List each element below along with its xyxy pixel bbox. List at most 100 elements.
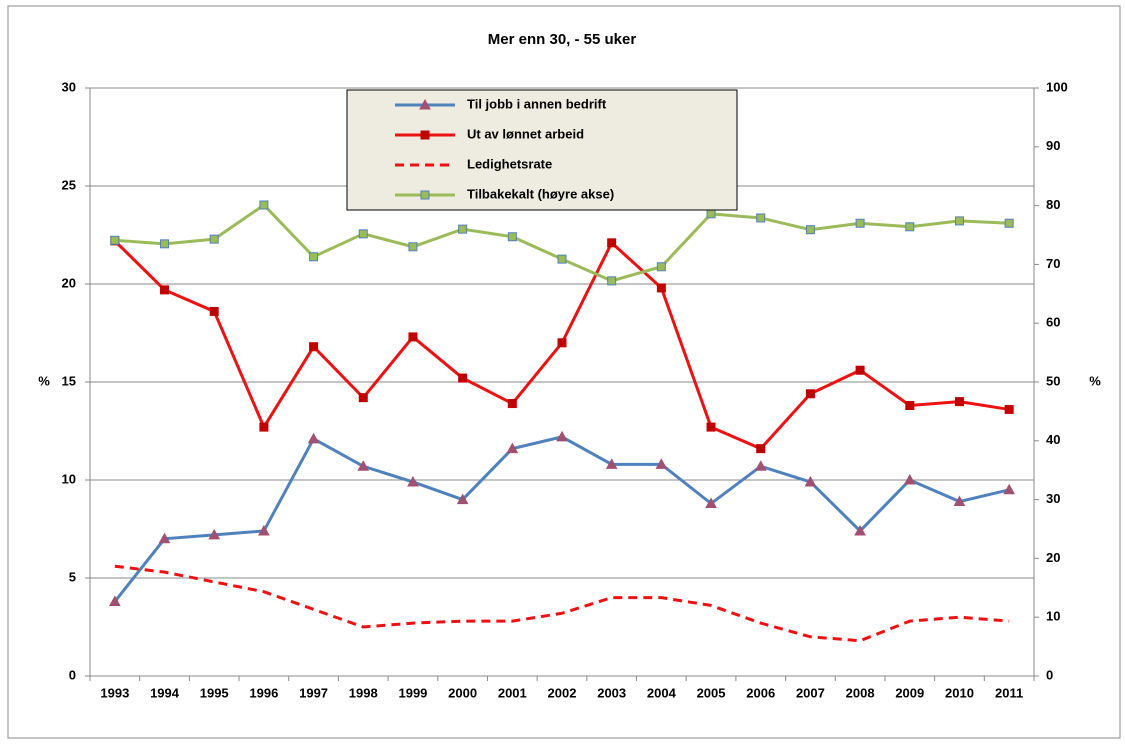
y2-axis-label: %: [1089, 373, 1101, 388]
data-point: [656, 262, 666, 272]
data-point: [655, 458, 668, 469]
data-point: [110, 235, 120, 245]
y2-tick-label: 100: [1046, 79, 1068, 94]
x-tick-label: 1997: [299, 685, 328, 700]
data-point: [903, 473, 916, 485]
data-point: [954, 216, 964, 226]
data-point: [507, 399, 517, 409]
data-point: [506, 442, 519, 454]
data-point: [706, 422, 716, 432]
data-point: [309, 252, 319, 262]
series-line: [114, 564, 1010, 643]
legend-label: Ut av lønnet arbeid: [467, 126, 584, 141]
data-point: [556, 430, 568, 442]
x-tick-label: 2003: [597, 685, 626, 700]
data-point: [607, 276, 617, 286]
x-tick-label: 2010: [945, 685, 974, 700]
x-tick-label: 2005: [697, 685, 726, 700]
y2-tick-label: 30: [1046, 491, 1060, 506]
data-point: [358, 229, 368, 239]
data-point: [158, 532, 171, 544]
data-point: [754, 460, 767, 471]
data-point: [854, 524, 866, 536]
legend-label: Til jobb i annen bedrift: [467, 96, 607, 111]
x-tick-label: 2006: [746, 685, 775, 700]
x-tick-label: 1996: [249, 685, 278, 700]
data-point: [456, 493, 469, 505]
y2-tick-label: 60: [1046, 315, 1060, 330]
x-tick-label: 2011: [995, 685, 1023, 700]
y2-tick-label: 40: [1046, 432, 1060, 447]
data-point: [656, 283, 666, 293]
legend-marker: [420, 190, 430, 200]
data-point: [607, 238, 617, 248]
y-tick-label: 0: [69, 667, 76, 682]
y-axis-label: %: [38, 373, 50, 388]
x-tick-label: 2007: [796, 685, 825, 700]
data-point: [855, 218, 865, 228]
data-point: [756, 444, 766, 454]
data-point: [209, 306, 219, 316]
y2-tick-label: 10: [1046, 609, 1060, 624]
x-tick-label: 1993: [100, 685, 129, 700]
data-point: [557, 254, 567, 264]
data-point: [358, 393, 368, 403]
data-point: [108, 595, 121, 607]
x-tick-label: 2001: [498, 685, 527, 700]
data-point: [507, 232, 517, 242]
y2-tick-label: 20: [1046, 550, 1060, 565]
data-point: [706, 209, 716, 219]
data-point: [605, 458, 618, 469]
y-tick-label: 5: [69, 569, 76, 584]
data-point: [855, 365, 865, 375]
data-point: [1004, 404, 1014, 414]
data-point: [458, 373, 468, 383]
data-point: [160, 285, 170, 295]
x-tick-label: 1994: [150, 685, 180, 700]
data-point: [309, 342, 319, 352]
data-point: [1003, 483, 1016, 495]
y2-tick-label: 90: [1046, 138, 1060, 153]
legend-label: Tilbakekalt (høyre akse): [467, 186, 614, 201]
x-tick-label: 2009: [895, 685, 924, 700]
chart-title: Mer enn 30, - 55 uker: [488, 31, 637, 48]
data-point: [805, 389, 815, 399]
data-point: [408, 242, 418, 252]
y2-tick-label: 70: [1046, 256, 1060, 271]
y-tick-label: 25: [62, 177, 76, 192]
data-point: [756, 213, 766, 223]
x-tick-label: 1998: [349, 685, 378, 700]
data-point: [259, 200, 269, 210]
x-tick-label: 2000: [448, 685, 477, 700]
data-point: [408, 332, 418, 342]
data-point: [557, 338, 567, 348]
legend-box: [346, 89, 738, 211]
x-tick-label: 2008: [846, 685, 875, 700]
data-point: [259, 422, 269, 432]
data-point: [407, 475, 419, 487]
data-point: [804, 475, 817, 487]
y2-tick-label: 80: [1046, 197, 1060, 212]
data-point: [160, 239, 170, 249]
x-tick-label: 2004: [647, 685, 677, 700]
data-point: [705, 497, 717, 509]
data-point: [905, 401, 915, 411]
data-point: [805, 225, 815, 235]
data-point: [953, 495, 966, 507]
y-tick-label: 15: [62, 373, 76, 388]
data-point: [1004, 218, 1014, 228]
y-tick-label: 10: [62, 471, 76, 486]
data-point: [954, 397, 964, 407]
data-point: [258, 524, 270, 536]
data-point: [307, 432, 320, 444]
y2-tick-label: 50: [1046, 373, 1060, 388]
x-tick-label: 1995: [200, 685, 229, 700]
y-tick-label: 30: [62, 79, 76, 94]
data-point: [209, 234, 219, 244]
x-tick-label: 1999: [398, 685, 427, 700]
y-tick-label: 20: [62, 275, 76, 290]
data-point: [208, 528, 221, 540]
x-tick-label: 2002: [548, 685, 577, 700]
y2-tick-label: 0: [1046, 667, 1053, 682]
